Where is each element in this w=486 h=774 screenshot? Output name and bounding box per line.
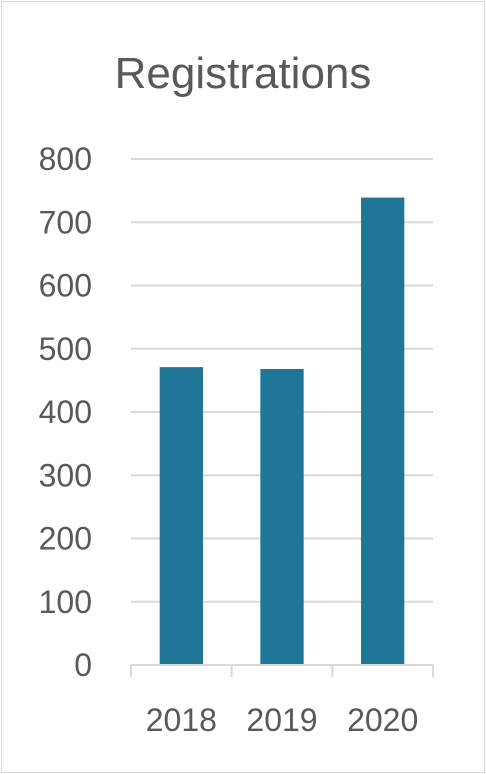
y-tick-label: 100 (39, 584, 92, 620)
bar-2020 (361, 197, 405, 665)
x-tick-label: 2019 (246, 702, 317, 738)
bar-2018 (159, 367, 203, 665)
y-tick-label: 300 (39, 457, 92, 493)
bar-2019 (260, 368, 304, 665)
y-tick-label: 400 (39, 394, 92, 430)
chart-title: Registrations (115, 49, 372, 98)
x-axis-ticks: 2018 2019 2020 (146, 702, 419, 738)
y-tick-label: 200 (39, 521, 92, 557)
x-tick-label: 2020 (347, 702, 418, 738)
y-tick-label: 0 (74, 647, 92, 683)
y-axis-ticks: 0 100 200 300 400 500 600 700 800 (39, 141, 92, 683)
x-axis (130, 664, 434, 677)
y-tick-label: 500 (39, 331, 92, 367)
y-tick-label: 800 (39, 141, 92, 177)
bars (159, 197, 405, 665)
y-tick-label: 600 (39, 268, 92, 304)
x-tick-label: 2018 (146, 702, 217, 738)
y-tick-label: 700 (39, 204, 92, 240)
